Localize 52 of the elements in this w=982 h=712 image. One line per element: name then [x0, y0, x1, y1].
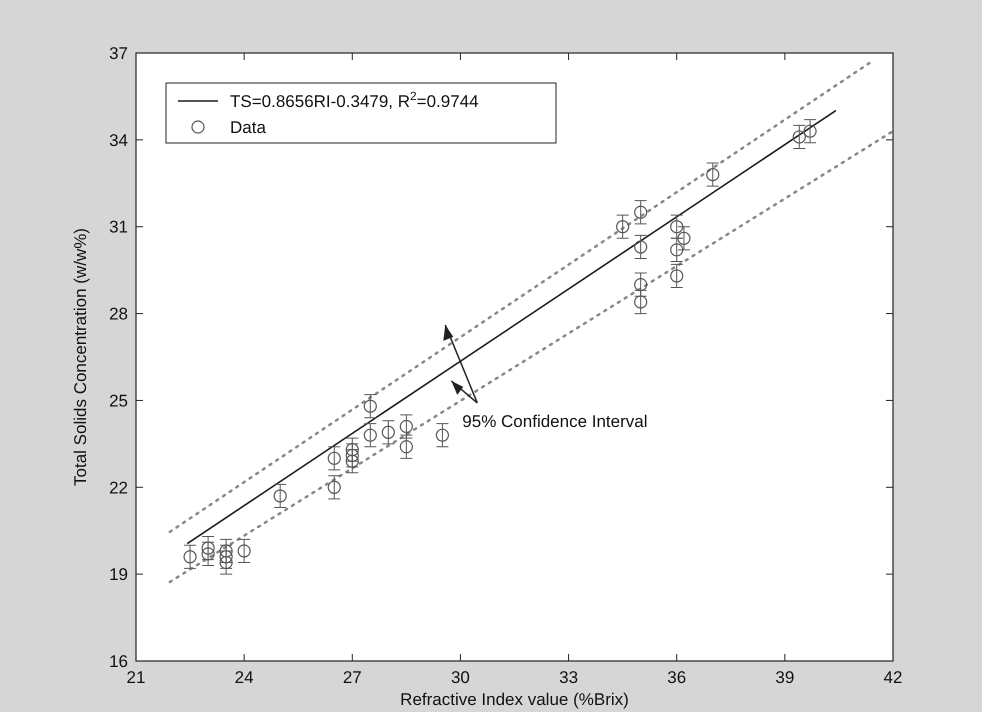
x-tick-label: 27 — [342, 668, 362, 687]
x-tick-label: 24 — [234, 668, 254, 687]
point — [634, 295, 648, 309]
x-tick-label: 33 — [559, 668, 578, 687]
x-tick-label: 42 — [884, 668, 902, 687]
y-tick-label: 25 — [109, 391, 128, 410]
point — [706, 168, 720, 182]
point — [634, 240, 648, 254]
legend-label: Data — [230, 118, 266, 137]
point — [436, 428, 450, 442]
point — [634, 278, 648, 292]
point — [201, 547, 215, 560]
point — [220, 544, 233, 558]
point — [183, 550, 197, 564]
x-tick-label: 36 — [667, 668, 686, 687]
y-tick-label: 16 — [109, 652, 128, 671]
point — [792, 130, 806, 144]
x-tick-label: 21 — [126, 668, 146, 687]
x-tick-label: 39 — [775, 668, 794, 687]
point — [346, 443, 359, 456]
y-tick-label: 37 — [109, 44, 128, 63]
y-tick-label: 19 — [109, 565, 128, 584]
point — [364, 428, 377, 442]
point — [364, 400, 377, 413]
point — [346, 448, 359, 462]
point — [677, 232, 691, 245]
point — [670, 243, 684, 256]
point — [220, 556, 233, 570]
point — [274, 489, 287, 503]
point — [670, 269, 684, 283]
point — [382, 426, 395, 439]
point — [238, 544, 251, 558]
legend-label: TS=0.8656RI-0.3479, R$^{2}$=0.9744 — [230, 89, 479, 111]
y-tick-label: 34 — [109, 130, 128, 150]
x-tick-label: 30 — [450, 668, 470, 687]
point — [400, 420, 413, 434]
annotation: 95% Confidence Interval — [462, 412, 648, 431]
point — [803, 124, 817, 138]
y-tick-label: 31 — [109, 218, 128, 237]
point — [220, 550, 233, 564]
point — [670, 220, 684, 234]
x-axis-title: Refractive Index value (%Brix) — [400, 690, 629, 709]
y-tick-label: 28 — [109, 304, 128, 324]
point — [400, 440, 413, 454]
point — [328, 480, 341, 494]
point — [346, 454, 359, 468]
point — [328, 452, 341, 465]
y-tick-label: 22 — [109, 478, 128, 498]
y-axis-title: Total Solids Concentration (w/w%) — [71, 228, 90, 486]
point — [616, 220, 630, 234]
point — [634, 206, 648, 219]
point — [201, 541, 215, 555]
